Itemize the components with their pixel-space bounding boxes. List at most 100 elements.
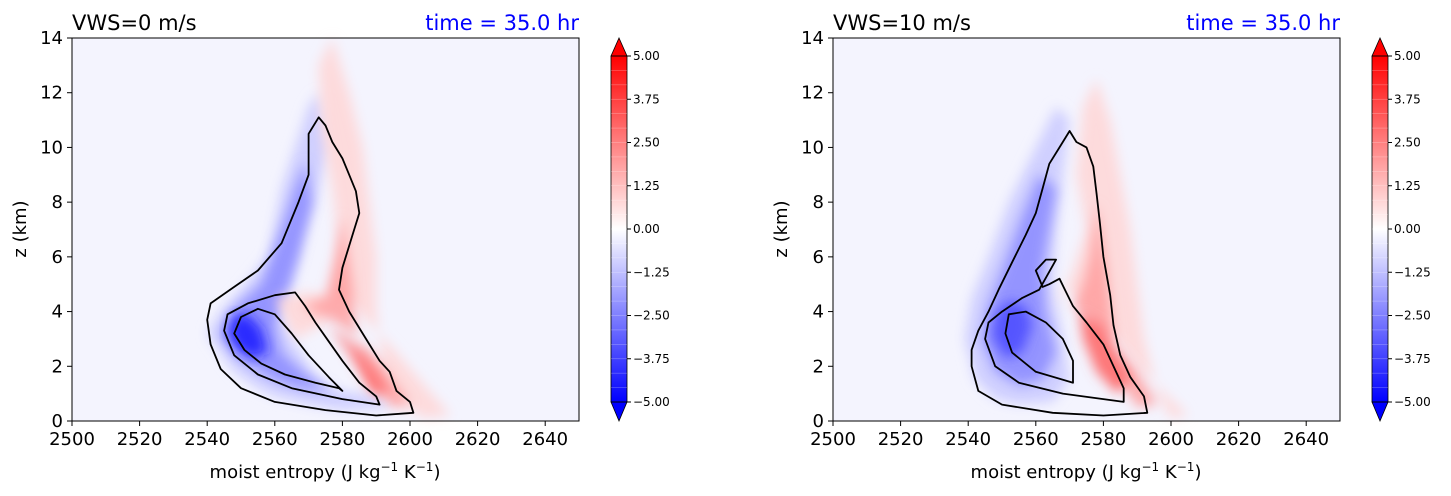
contour-line-1-0	[970, 130, 1149, 417]
colorbar-tick-label-0-0: 5.00	[633, 49, 660, 63]
y-tick-label-0-6: 12	[40, 83, 63, 104]
y-tick-label-1-7: 14	[801, 28, 824, 49]
y-tick-label-1-3: 6	[813, 247, 824, 268]
y-tick-label-1-5: 10	[801, 137, 824, 158]
title-left-0: VWS=0 m/s	[72, 11, 197, 35]
colorbar-top-extend-0	[610, 37, 628, 57]
colorbar-bottom-extend-0	[610, 401, 628, 423]
colorbar-ticks-0: 5.00 3.75 2.50 1.25 0.00 −1.25 −2.50 −3.75 −5.00	[611, 49, 670, 409]
x-axis-label-0-part2: K	[398, 462, 417, 483]
x-tick-label-0-6: 2620	[455, 429, 501, 450]
x-axis-label-1-part2: K	[1159, 462, 1178, 483]
x-axis-label-0-part3: )	[433, 462, 440, 483]
x-tick-label-1-0: 2500	[810, 429, 856, 450]
colorbar-tick-label-1-7: −3.75	[1394, 352, 1431, 366]
y-tick-label-0-7: 14	[40, 28, 63, 49]
contour-lines-1	[970, 130, 1149, 417]
x-tick-label-1-6: 2620	[1216, 429, 1262, 450]
x-axis-label-0: moist entropy (J kg−1 K−1)	[210, 460, 441, 483]
title-left-1: VWS=10 m/s	[833, 11, 971, 35]
positive-field-0-1	[301, 215, 410, 408]
colorbar-tick-label-0-3: 1.25	[633, 179, 660, 193]
title-right-1: time = 35.0 hr	[1186, 11, 1340, 35]
title-right-0: time = 35.0 hr	[425, 11, 579, 35]
negative-field-1-2	[991, 300, 1033, 359]
colorbar-tick-label-1-3: 1.25	[1394, 179, 1421, 193]
contour-panel-vws-10: 2500 2520 2540 2560 2580 2600 2620 2640 0 2 4 6 8 10…	[771, 11, 1431, 483]
colorbar-tick-label-1-8: −5.00	[1394, 395, 1431, 409]
x-tick-label-1-3: 2560	[1013, 429, 1059, 450]
y-tick-label-0-2: 4	[52, 302, 63, 323]
colorbar-tick-label-1-6: −2.50	[1394, 309, 1431, 323]
positive-field-1-0	[1056, 79, 1188, 419]
contour-lines-0	[206, 116, 415, 417]
contour-line-1-2	[1004, 310, 1074, 384]
y-tick-label-0-1: 2	[52, 356, 63, 377]
x-tick-label-1-7: 2640	[1283, 429, 1329, 450]
x-axis-label-1-sup1: −1	[1142, 460, 1160, 474]
x-axis-label-1-sup2: −1	[1177, 460, 1195, 474]
y-tick-label-1-2: 4	[813, 302, 824, 323]
shaded-fields-0	[207, 38, 451, 419]
shaded-fields-1	[964, 79, 1188, 419]
contour-line-1-1	[984, 258, 1125, 403]
colorbar-tick-label-1-0: 5.00	[1394, 49, 1421, 63]
x-axis-label-0-sup1: −1	[381, 460, 399, 474]
x-tick-label-0-7: 2640	[522, 429, 568, 450]
x-tick-label-0-0: 2500	[49, 429, 95, 450]
positive-field-0-2	[328, 325, 390, 394]
contour-line-0-2	[233, 307, 344, 392]
x-ticks-1: 2500 2520 2540 2560 2580 2600 2620 2640	[810, 421, 1329, 450]
colorbar-tick-label-0-8: −5.00	[633, 395, 670, 409]
contour-line-0-0	[206, 116, 415, 417]
colorbar-tick-label-0-2: 2.50	[633, 136, 660, 150]
plot-frame-1	[832, 37, 1341, 422]
y-axis-label-0: z (km)	[10, 200, 31, 257]
x-axis-label-1: moist entropy (J kg−1 K−1)	[971, 460, 1202, 483]
y-tick-label-0-4: 8	[52, 192, 63, 213]
y-tick-label-1-0: 0	[813, 411, 824, 432]
x-axis-label-1-part1: moist entropy (J kg	[971, 462, 1142, 483]
x-tick-label-0-5: 2600	[387, 429, 433, 450]
y-axis-label-1: z (km)	[771, 200, 792, 257]
y-tick-label-0-0: 0	[52, 411, 63, 432]
x-axis-label-0-part1: moist entropy (J kg	[210, 462, 381, 483]
colorbar-top-extend-1	[1371, 37, 1389, 57]
y-ticks-1: 0 2 4 6 8 10 12 14	[801, 28, 833, 432]
x-tick-label-0-3: 2560	[252, 429, 298, 450]
plot-frame-0	[71, 37, 580, 422]
colorbar-tick-label-1-5: −1.25	[1394, 265, 1431, 279]
colorbar-tick-label-1-2: 2.50	[1394, 136, 1421, 150]
positive-field-1-1	[1073, 202, 1158, 408]
x-axis-label-0-sup2: −1	[416, 460, 434, 474]
contour-panel-vws-0: 2500 2520 2540 2560 2580 2600 2620 2640 0 2 4 6 8 10…	[10, 11, 670, 483]
y-tick-label-1-6: 12	[801, 83, 824, 104]
contour-line-0-1	[223, 291, 381, 406]
x-tick-label-0-4: 2580	[319, 429, 365, 450]
x-tick-label-1-2: 2540	[945, 429, 991, 450]
x-axis-label-1-part3: )	[1194, 462, 1201, 483]
colorbar-tick-label-1-4: 0.00	[1394, 222, 1421, 236]
y-tick-label-1-1: 2	[813, 356, 824, 377]
colorbar-tick-label-0-6: −2.50	[633, 309, 670, 323]
colorbar-body-1	[1372, 56, 1388, 402]
y-ticks-0: 0 2 4 6 8 10 12 14	[40, 28, 72, 432]
colorbar-0: 5.00 3.75 2.50 1.25 0.00 −1.25 −2.50 −3.75 −5.00	[610, 37, 670, 423]
x-tick-label-1-1: 2520	[878, 429, 924, 450]
x-tick-label-0-1: 2520	[117, 429, 163, 450]
colorbar-tick-label-1-1: 3.75	[1394, 92, 1421, 106]
colorbar-tick-label-0-1: 3.75	[633, 92, 660, 106]
colorbar-body-0	[611, 56, 627, 402]
y-tick-label-0-5: 10	[40, 137, 63, 158]
colorbar-tick-label-0-7: −3.75	[633, 352, 670, 366]
x-tick-label-0-2: 2540	[184, 429, 230, 450]
x-ticks-0: 2500 2520 2540 2560 2580 2600 2620 2640	[49, 421, 568, 450]
positive-field-0-0	[274, 38, 451, 419]
y-tick-label-0-3: 6	[52, 247, 63, 268]
y-tick-label-1-4: 8	[813, 192, 824, 213]
positive-field-1-2	[1079, 311, 1131, 394]
colorbar-1: 5.00 3.75 2.50 1.25 0.00 −1.25 −2.50 −3.75 −5.00	[1371, 37, 1431, 423]
x-tick-label-1-5: 2600	[1148, 429, 1194, 450]
colorbar-tick-label-0-5: −1.25	[633, 265, 670, 279]
